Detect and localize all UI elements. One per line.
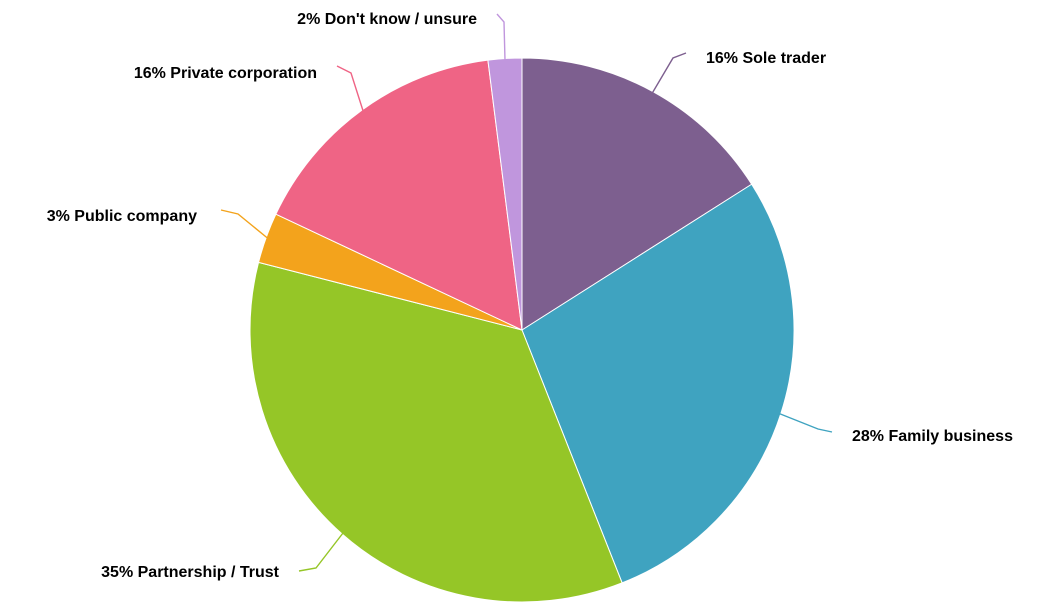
pie-leader-lines xyxy=(220,13,833,572)
slice-label-dont-know-unsure: 2% Don't know / unsure xyxy=(297,11,477,28)
leader-line-private-corporation xyxy=(336,65,364,112)
slice-label-private-corporation: 16% Private corporation xyxy=(134,65,317,82)
leader-line-public-company xyxy=(220,209,269,240)
slice-label-partnership-trust: 35% Partnership / Trust xyxy=(101,564,280,581)
leader-line-family-business xyxy=(778,412,833,433)
slice-label-family-business: 28% Family business xyxy=(852,428,1013,445)
pie-slices xyxy=(249,57,795,602)
slice-label-public-company: 3% Public company xyxy=(47,208,197,225)
leader-line-sole-trader xyxy=(651,52,687,94)
leader-line-dont-know-unsure xyxy=(496,13,506,61)
pie-labels: 16% Sole trader 28% Family business 35% … xyxy=(47,11,1013,581)
slice-label-sole-trader: 16% Sole trader xyxy=(706,50,826,67)
leader-line-partnership-trust xyxy=(298,532,344,572)
